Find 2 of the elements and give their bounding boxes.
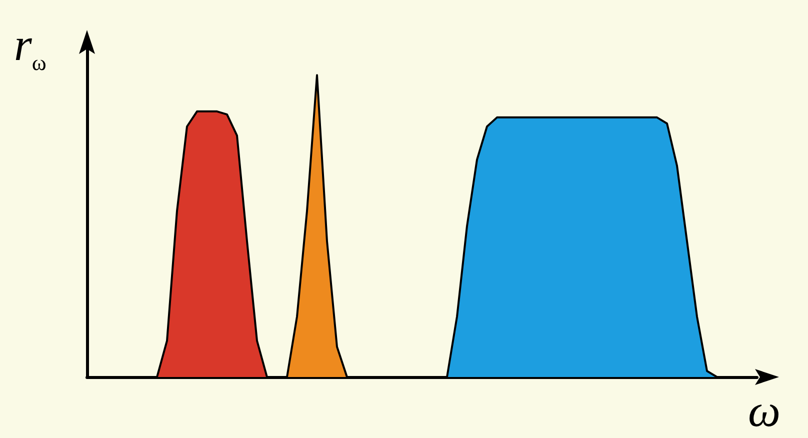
x-axis-title: ω [748, 385, 780, 436]
y-axis-title: r$_{ω}$ [14, 19, 46, 76]
